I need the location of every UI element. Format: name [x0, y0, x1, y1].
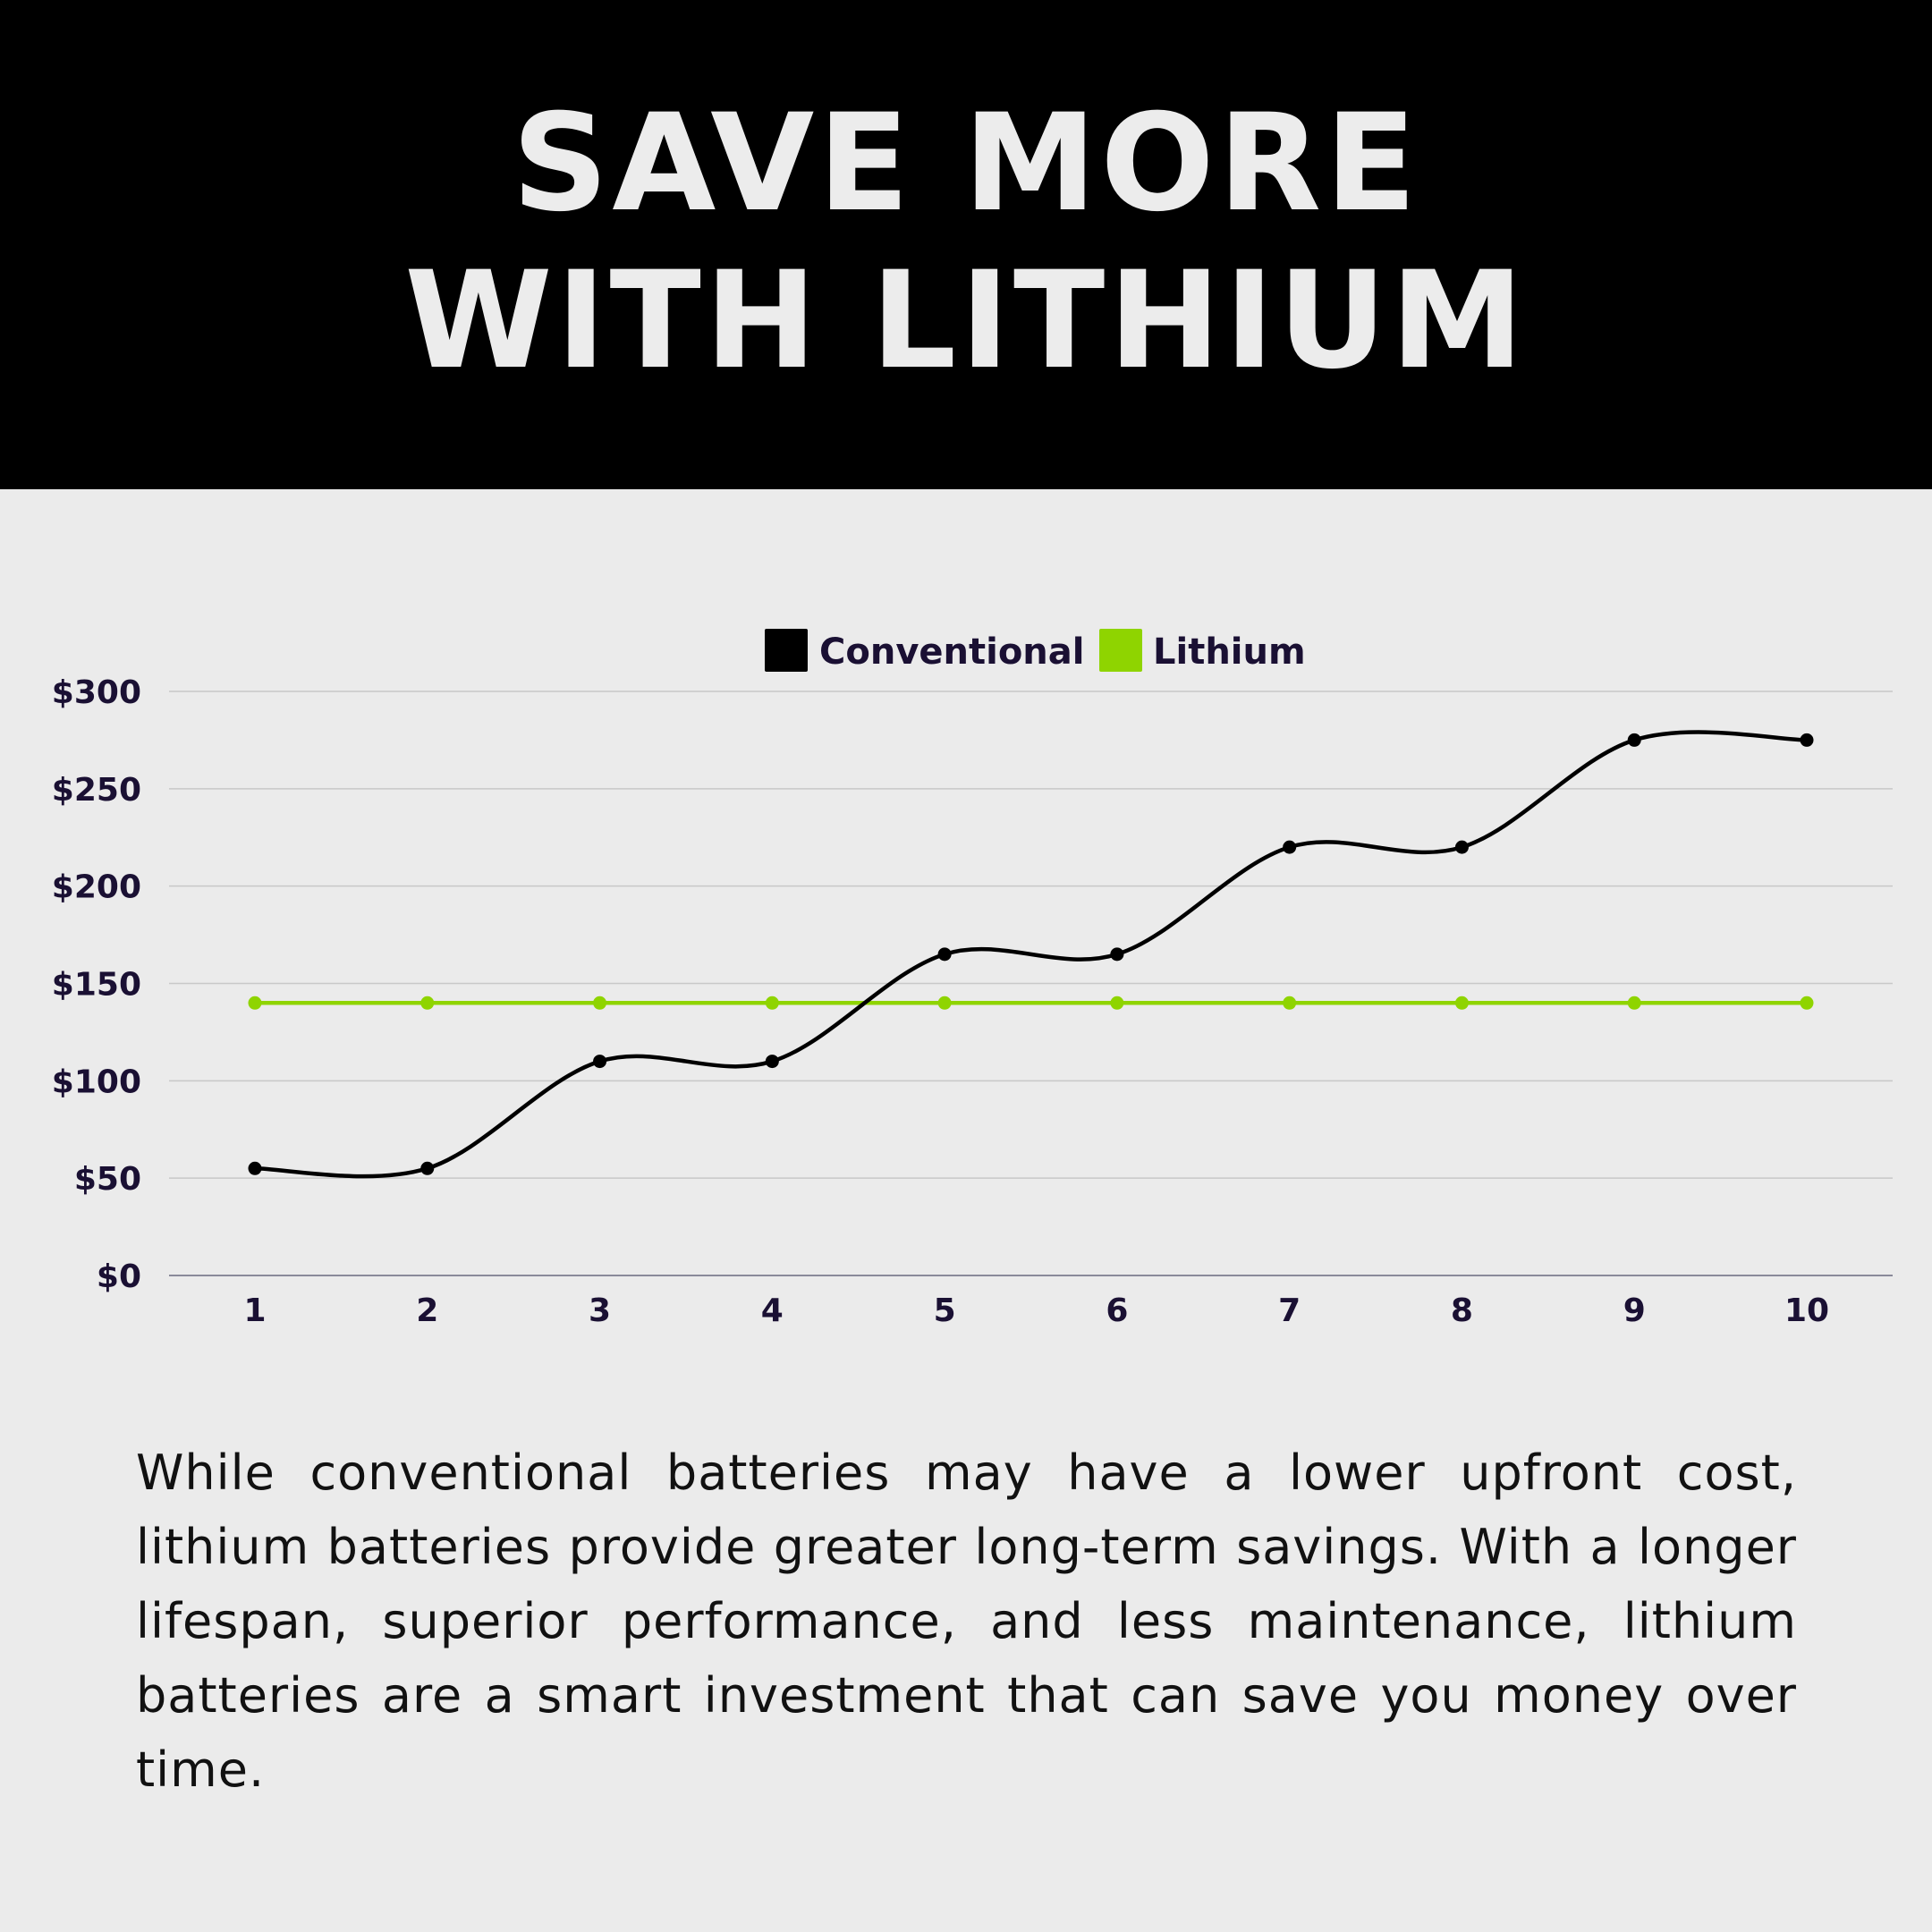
y-tick-label: $0: [97, 1258, 141, 1295]
y-tick-label: $300: [52, 674, 141, 711]
data-point-lithium: [420, 996, 435, 1010]
y-tick-label: $100: [52, 1063, 141, 1100]
x-tick-label: 5: [934, 1292, 956, 1329]
header-banner: SAVE MORE WITH LITHIUM: [0, 0, 1932, 489]
x-tick-label: 1: [243, 1292, 266, 1329]
data-point-lithium: [1283, 996, 1297, 1010]
data-point-conventional: [248, 1161, 262, 1175]
data-point-lithium: [937, 996, 952, 1010]
data-point-conventional: [1283, 840, 1297, 854]
x-tick-label: 2: [416, 1292, 438, 1329]
x-tick-label: 6: [1106, 1292, 1128, 1329]
data-point-lithium: [765, 996, 779, 1010]
data-point-lithium: [1627, 996, 1641, 1010]
description-paragraph: While conventional batteries may have a …: [136, 1445, 1797, 1798]
x-tick-label: 7: [1278, 1292, 1301, 1329]
data-point-conventional: [1110, 947, 1124, 962]
x-tick-label: 10: [1784, 1292, 1829, 1329]
y-tick-label: $150: [52, 967, 141, 1004]
x-tick-label: 3: [589, 1292, 611, 1329]
data-point-lithium: [1800, 996, 1814, 1010]
data-point-lithium: [248, 996, 262, 1010]
x-tick-label: 9: [1623, 1292, 1646, 1329]
y-tick-label: $200: [52, 869, 141, 906]
data-point-lithium: [1110, 996, 1124, 1010]
data-point-conventional: [1800, 733, 1814, 747]
legend-label-conventional: Conventional: [819, 631, 1084, 673]
line-chart: $0 $50 $100 $150 $200 $250 $300 1 2 3 4 5 6 7 8 9 10 Conv…: [52, 629, 1893, 1329]
legend-swatch-conventional: [765, 629, 808, 672]
y-tick-label: $50: [74, 1161, 141, 1198]
data-point-lithium: [593, 996, 607, 1010]
data-point-conventional: [937, 947, 952, 962]
y-tick-label: $250: [52, 772, 141, 809]
data-point-lithium: [1454, 996, 1469, 1010]
data-point-conventional: [1454, 840, 1469, 854]
legend-label-lithium: Lithium: [1153, 631, 1306, 673]
data-point-conventional: [593, 1055, 607, 1069]
legend-swatch-lithium: [1099, 629, 1142, 672]
data-point-conventional: [420, 1161, 435, 1175]
data-point-conventional: [1627, 733, 1641, 747]
title-line-2: WITH LITHIUM: [404, 243, 1528, 399]
title-line-1: SAVE MORE: [512, 86, 1420, 242]
data-point-conventional: [765, 1055, 779, 1069]
x-tick-label: 4: [761, 1292, 784, 1329]
series-line-conventional: [254, 730, 1808, 1179]
x-tick-label: 8: [1451, 1292, 1473, 1329]
